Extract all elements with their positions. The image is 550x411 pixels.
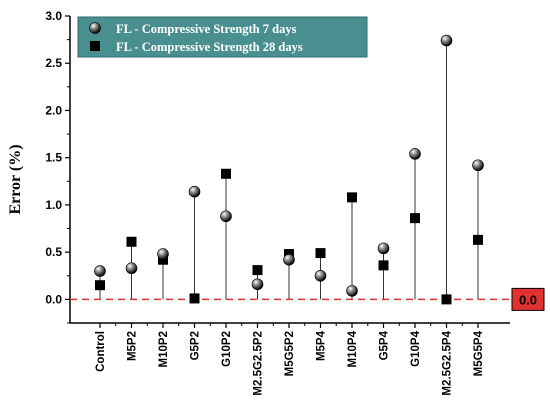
x-tick-label: M5P4 [316, 330, 328, 361]
axis-labels: 0.0 0.5 1.0 1.5 2.0 2.5 3.0 Error (%) Control M5P… [7, 9, 485, 396]
legend-marker-28-days [90, 41, 100, 51]
point-7-days [409, 148, 421, 160]
x-tick-label: G10P2 [221, 331, 233, 367]
legend: FL - Compressive Strength 7 days FL - Com… [77, 16, 368, 58]
y-tick-label: 2.5 [45, 56, 62, 70]
legend-label-7-days: FL - Compressive Strength 7 days [116, 22, 297, 36]
point-7-days [220, 210, 232, 223]
y-tick-label: 0.5 [45, 245, 62, 259]
y-tick-label: 1.5 [45, 151, 62, 165]
x-tick-label: G5P2 [190, 331, 202, 360]
x-tick-label: M10P4 [347, 330, 359, 367]
x-tick-label: M2.5G2.5P2 [253, 331, 265, 396]
legend-marker-7-days [89, 22, 101, 34]
legend-label-28-days: FL - Compressive Strength 28 days [116, 40, 303, 54]
data-marks [94, 34, 484, 305]
y-tick-label: 2.0 [45, 103, 62, 117]
axes [65, 15, 510, 328]
point-7-days [251, 278, 264, 291]
point-7-days [346, 285, 358, 297]
x-tick-label: G10P4 [410, 330, 422, 366]
legend-box [77, 16, 368, 58]
x-tick-label: M5G5P2 [284, 331, 296, 376]
x-tick-label: M5P2 [127, 331, 139, 361]
reference-line-group: 0.0 [70, 287, 545, 311]
point-7-days [377, 242, 390, 255]
point-7-days [472, 159, 484, 172]
point-28-days [441, 294, 452, 305]
point-28-days [410, 213, 420, 224]
y-tick-label: 1.0 [45, 198, 62, 212]
y-tick-label: 0.0 [45, 292, 62, 306]
point-28-days [189, 293, 200, 304]
point-28-days [473, 234, 483, 245]
point-28-days [221, 168, 231, 179]
y-tick-label: 3.0 [45, 9, 62, 23]
point-7-days [188, 185, 201, 198]
point-28-days [315, 248, 326, 259]
point-7-days [314, 269, 327, 282]
x-tick-label: G5P4 [379, 330, 391, 360]
point-7-days [440, 34, 453, 47]
x-tick-label: M10P2 [158, 331, 170, 367]
point-28-days [126, 236, 137, 247]
y-axis-label: Error (%) [7, 144, 24, 214]
point-28-days [378, 260, 389, 271]
reference-label-box [511, 287, 545, 311]
reference-label: 0.0 [519, 292, 537, 307]
x-tick-label: M5G5P4 [473, 330, 485, 376]
x-tick-label: Control [95, 331, 107, 372]
point-28-days [347, 192, 357, 203]
point-7-days [157, 248, 169, 260]
point-7-days [283, 253, 295, 266]
point-28-days [95, 280, 105, 291]
x-tick-label: M2.5G2.5P4 [442, 330, 454, 395]
point-7-days [94, 265, 106, 277]
point-7-days [125, 262, 138, 275]
point-28-days [252, 265, 263, 276]
